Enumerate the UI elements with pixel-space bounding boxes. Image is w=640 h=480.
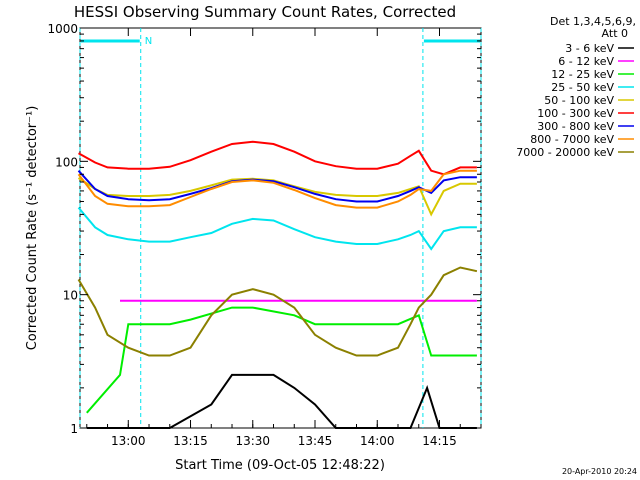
chart-title: HESSI Observing Summary Count Rates, Cor… <box>74 3 456 21</box>
night-period-0: N <box>79 28 152 428</box>
series-line-0 <box>86 373 477 429</box>
plot-area: N 13:00 13:15 13:30 13:45 14:00 14:15 1101001… <box>47 22 482 448</box>
legend-label-0: 3 - 6 keV <box>565 42 614 55</box>
series-line-7 <box>77 169 477 209</box>
y-tick-label-0: 1 <box>70 422 78 436</box>
night-marker-label: N <box>145 36 152 47</box>
y-axis-label: Corrected Count Rate (s⁻¹ detector⁻¹) <box>25 106 40 351</box>
legend-header-line2: Att 0 <box>602 27 628 40</box>
x-axis-label: Start Time (09-Oct-05 12:48:22) <box>175 458 385 473</box>
series-line-8 <box>77 266 478 357</box>
y-tick-label-2: 100 <box>55 155 78 169</box>
x-ticks: 13:00 13:15 13:30 13:45 14:00 14:15 <box>86 28 482 448</box>
legend-label-4: 50 - 100 keV <box>544 94 614 107</box>
x-tick-label-0: 13:00 <box>111 434 146 448</box>
y-tick-label-3: 1000 <box>47 22 78 36</box>
series-line-5 <box>78 140 477 176</box>
night-markers: N <box>79 28 482 428</box>
legend-label-2: 12 - 25 keV <box>551 68 614 81</box>
legend-label-8: 7000 - 20000 keV <box>516 146 614 159</box>
legend-label-6: 300 - 800 keV <box>537 120 614 133</box>
y-ticks: 1 10 100 1000 <box>47 22 481 436</box>
plot-frame <box>79 27 482 429</box>
x-tick-label-2: 13:30 <box>235 434 270 448</box>
legend-header-line1: Det 1,3,4,5,6,9, <box>550 15 636 28</box>
legend-label-1: 6 - 12 keV <box>558 55 614 68</box>
legend-label-7: 800 - 7000 keV <box>530 133 614 146</box>
legend-label-5: 100 - 300 keV <box>537 107 614 120</box>
series-lines <box>77 140 478 429</box>
y-tick-label-1: 10 <box>63 289 78 303</box>
x-tick-label-1: 13:15 <box>173 434 208 448</box>
series-line-3 <box>77 206 477 251</box>
x-tick-label-3: 13:45 <box>298 434 333 448</box>
timestamp: 20-Apr-2010 20:24 <box>562 467 637 476</box>
night-period-1 <box>422 28 482 428</box>
series-line-2 <box>86 306 477 414</box>
x-tick-label-4: 14:00 <box>360 434 395 448</box>
x-tick-label-5: 14:15 <box>422 434 457 448</box>
legend-label-3: 25 - 50 keV <box>551 81 614 94</box>
